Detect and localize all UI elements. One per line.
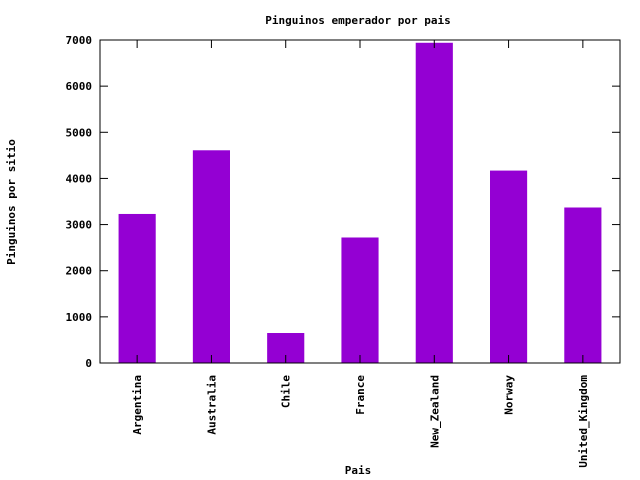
x-tick-label: Australia: [205, 375, 218, 435]
y-tick-label: 7000: [66, 34, 93, 47]
chart-title: Pinguinos emperador por pais: [265, 14, 450, 27]
y-axis-label: Pinguinos por sitio: [5, 139, 18, 265]
bar: [564, 207, 602, 363]
bar: [490, 170, 528, 363]
x-tick-label: Chile: [280, 375, 293, 408]
y-tick-label: 3000: [66, 219, 93, 232]
x-tick-label: France: [354, 375, 367, 415]
y-tick-label: 1000: [66, 311, 93, 324]
y-tick-label: 5000: [66, 126, 93, 139]
plot-frame: [99, 39, 621, 364]
bar: [118, 213, 156, 363]
bar: [341, 237, 379, 363]
y-tick-label: 2000: [66, 265, 93, 278]
x-axis-label: Pais: [345, 464, 372, 477]
ticks-group: 0 1000 2000 3000 4000 5000 6000 7000 Argentina Au…: [66, 34, 620, 468]
y-tick-label: 0: [85, 357, 92, 370]
x-tick-label: Argentina: [131, 375, 144, 435]
bar: [415, 42, 453, 364]
bars-group: [118, 42, 602, 364]
x-tick-label: United_Kingdom: [577, 375, 590, 468]
bar: [192, 150, 230, 363]
y-tick-label: 6000: [66, 80, 93, 93]
y-tick-label: 4000: [66, 172, 93, 185]
x-tick-label: New_Zealand: [428, 375, 441, 448]
x-tick-label: Norway: [503, 375, 516, 415]
